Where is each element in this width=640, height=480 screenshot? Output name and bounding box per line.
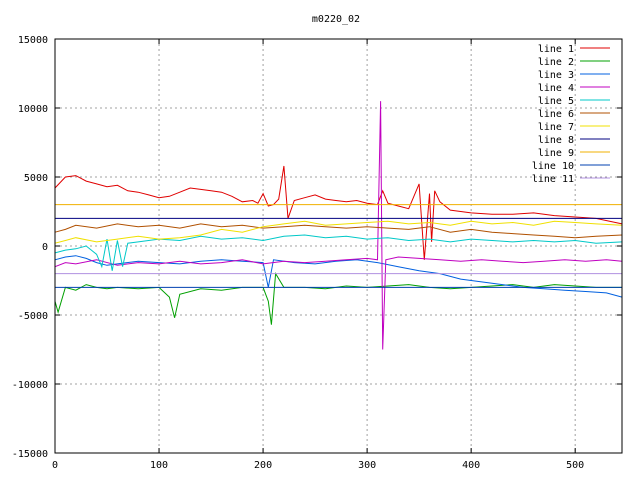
chart-title: m0220_02 (312, 14, 360, 25)
x-tick-label: 500 (566, 460, 584, 471)
x-tick-label: 400 (462, 460, 480, 471)
series-line-7 (54, 220, 623, 244)
legend-label: line 3 (538, 70, 574, 81)
legend-label: line 2 (538, 57, 574, 68)
x-tick-label: 200 (254, 460, 272, 471)
legend-label: line 10 (532, 161, 574, 172)
legend-label: line 9 (538, 148, 574, 159)
x-tick-label: 0 (52, 460, 58, 471)
series-line-2 (54, 272, 622, 325)
grid (55, 39, 622, 453)
series-line-5 (54, 234, 623, 271)
legend-label: line 8 (538, 135, 574, 146)
y-tick-label: 10000 (18, 104, 48, 115)
y-tick-label: 0 (42, 242, 48, 253)
series-line-1 (54, 165, 623, 260)
legend-label: line 11 (532, 174, 574, 185)
legend-label: line 7 (538, 122, 574, 133)
x-tick-label: 300 (358, 460, 376, 471)
legend-label: line 5 (538, 96, 574, 107)
series-line-6 (54, 223, 623, 239)
x-tick-label: 100 (150, 460, 168, 471)
series-line-4 (54, 101, 623, 350)
legend-label: line 6 (538, 109, 574, 120)
legend-label: line 4 (538, 83, 574, 94)
axis-ticks: 0 100 200 300 400 500 -15000 -10000 -5000 0 5000 10… (12, 35, 622, 471)
series-line-3 (54, 255, 623, 298)
series-group (54, 101, 623, 350)
y-tick-label: 5000 (24, 173, 48, 184)
legend-label: line 1 (538, 44, 574, 55)
y-tick-label: -5000 (18, 311, 48, 322)
legend: line 1 line 2 line 3 line 4 line 5 line 6 line… (532, 44, 610, 185)
y-tick-label: 15000 (18, 35, 48, 46)
y-tick-label: -15000 (12, 449, 48, 460)
y-tick-label: -10000 (12, 380, 48, 391)
